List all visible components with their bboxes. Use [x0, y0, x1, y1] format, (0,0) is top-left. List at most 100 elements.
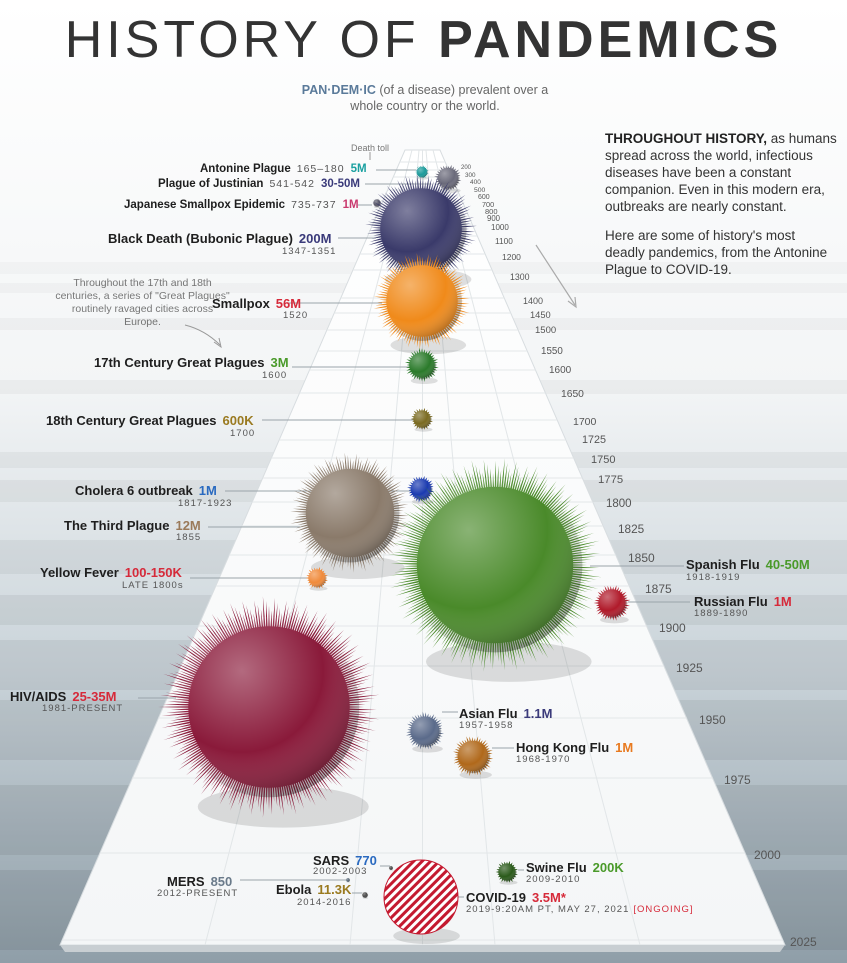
plague-of-justinian-label: Plague of Justinian 541-542 30-50M — [158, 178, 360, 190]
pandemic-name: Russian Flu — [694, 594, 768, 609]
death-toll-value: 56M — [275, 296, 302, 311]
year-label: 2025 — [790, 935, 817, 949]
pandemic-name: COVID-19 — [466, 890, 526, 905]
pandemic-bubbles — [158, 164, 631, 944]
spanish-flu-years: 1918-1919 — [686, 572, 741, 583]
year-label: 1725 — [582, 434, 607, 446]
pandemic-name: 17th Century Great Plagues — [94, 355, 265, 370]
year-label: 1550 — [541, 346, 563, 357]
death-toll-value: 30-50M — [320, 178, 360, 190]
page-title: HISTORY OF PANDEMICS — [0, 10, 847, 70]
hiv-aids-label: HIV/AIDS 25-35M — [10, 689, 116, 704]
great-plagues-note: Throughout the 17th and 18th centuries, … — [55, 277, 230, 328]
death-toll-value: 850 — [210, 874, 233, 889]
swine-flu-bubble — [495, 860, 518, 885]
year-label: 1700 — [573, 416, 597, 428]
cholera-6-outbreak-bubble — [407, 475, 435, 505]
asian-flu-label: Asian Flu 1.1M — [459, 706, 552, 721]
pandemic-name: Black Death (Bubonic Plague) — [108, 231, 293, 246]
the-third-plague-bubble — [290, 452, 410, 580]
bubble-core — [383, 859, 459, 935]
pandemic-name: Antonine Plague — [200, 163, 291, 175]
swine-flu-label: Swine Flu 200K — [526, 860, 624, 875]
year-label: 1300 — [510, 272, 530, 282]
bubble-shade — [407, 477, 583, 653]
cholera-6-outbreak-years: 1817-1923 — [178, 498, 233, 509]
definition-word: PAN·DEM·IC — [301, 83, 376, 97]
smallpox-years: 1520 — [283, 310, 309, 321]
pandemic-name: SARS — [313, 853, 350, 868]
bubble-shade — [412, 409, 432, 429]
the-third-plague-label: The Third Plague 12M — [64, 518, 201, 533]
death-toll-value: 3.5M* — [531, 890, 566, 905]
bubble-shadow — [412, 745, 443, 753]
year-label: 1775 — [598, 474, 624, 486]
yellow-fever-label: Yellow Fever 100-150K — [40, 565, 182, 580]
17th-century-great-plagues-years: 1600 — [262, 370, 288, 381]
pandemic-name: Asian Flu — [459, 706, 518, 721]
year-label: 1800 — [606, 498, 632, 510]
year-label: 1750 — [591, 454, 616, 466]
intro-lead: THROUGHOUT HISTORY, — [605, 131, 768, 146]
pandemic-name: Japanese Smallpox Epidemic — [124, 199, 286, 211]
year-label: 1950 — [699, 713, 726, 727]
hong-kong-flu-years: 1968-1970 — [516, 754, 571, 765]
bubble-shade — [300, 463, 400, 563]
year-label: 1200 — [502, 252, 521, 262]
death-toll-value: 1M — [615, 740, 634, 755]
bubble-shadow — [362, 897, 369, 899]
cholera-6-outbreak-label: Cholera 6 outbreak 1M — [75, 483, 217, 498]
bubble-shadow — [414, 427, 433, 432]
ebola-bubble — [361, 891, 369, 899]
year-label: 1900 — [659, 621, 686, 635]
asian-flu-years: 1957-1958 — [459, 720, 514, 731]
bubble-shade — [408, 714, 442, 748]
spanish-flu-bubble — [388, 458, 602, 682]
pandemic-years: 165–180 — [296, 163, 345, 175]
pandemic-name: HIV/AIDS — [10, 689, 67, 704]
bubble-shadow — [600, 616, 629, 624]
spanish-flu-label: Spanish Flu 40-50M — [686, 557, 810, 572]
note-arrow — [184, 324, 221, 346]
death-toll-value: 1M — [198, 483, 217, 498]
year-label: 900 — [487, 214, 501, 223]
intro-p2: Here are some of history's most deadly p… — [605, 228, 828, 277]
antonine-plague-bubble — [415, 165, 429, 180]
the-third-plague-years: 1855 — [176, 532, 202, 543]
intro-p1: as humans spread across the world, infec… — [605, 131, 837, 214]
bubble-shade — [382, 261, 462, 341]
bubble-shade — [178, 616, 360, 798]
black-death-bubonic-plague-label: Black Death (Bubonic Plague) 200M — [108, 231, 331, 246]
sars-years: 2002-2003 — [313, 866, 368, 877]
pandemic-name: Yellow Fever — [40, 565, 119, 580]
timeline-road-edge — [60, 945, 785, 952]
bubble-shade — [362, 892, 368, 898]
death-toll-label: Death toll — [350, 143, 390, 153]
antonine-plague-label: Antonine Plague 165–180 5M — [200, 163, 367, 175]
death-toll-value: 200M — [298, 231, 332, 246]
17th-century-great-plagues-label: 17th Century Great Plagues 3M — [94, 355, 289, 370]
bubble-shadow — [374, 206, 382, 209]
intro-text: THROUGHOUT HISTORY, as humans spread acr… — [605, 130, 837, 290]
pandemic-name: The Third Plague — [64, 518, 170, 533]
year-label: 1600 — [549, 365, 572, 376]
18th-century-great-plagues-bubble — [410, 407, 433, 432]
pandemic-name: Smallpox — [212, 296, 270, 311]
pandemic-years: 735-737 — [291, 199, 337, 211]
year-label: 1500 — [535, 325, 557, 336]
yellow-fever-bubble — [305, 566, 328, 591]
covid-19-label: COVID-19 3.5M* — [466, 890, 566, 905]
death-toll-value: 5M — [350, 163, 367, 175]
yellow-fever-years: LATE 1800s — [122, 580, 184, 591]
bubble-shadow — [309, 586, 328, 591]
year-label: 400 — [470, 179, 481, 186]
sars-label: SARS 770 — [313, 853, 377, 868]
bubble-shadow — [459, 770, 492, 779]
black-death-bubonic-plague-years: 1347-1351 — [282, 246, 337, 257]
year-label: 1850 — [628, 551, 655, 565]
title-thin: HISTORY OF — [64, 11, 420, 69]
year-label: 1450 — [530, 310, 551, 320]
death-toll-value: 770 — [355, 853, 377, 868]
bubble-shadow — [499, 880, 518, 885]
year-label: 2000 — [754, 848, 781, 862]
